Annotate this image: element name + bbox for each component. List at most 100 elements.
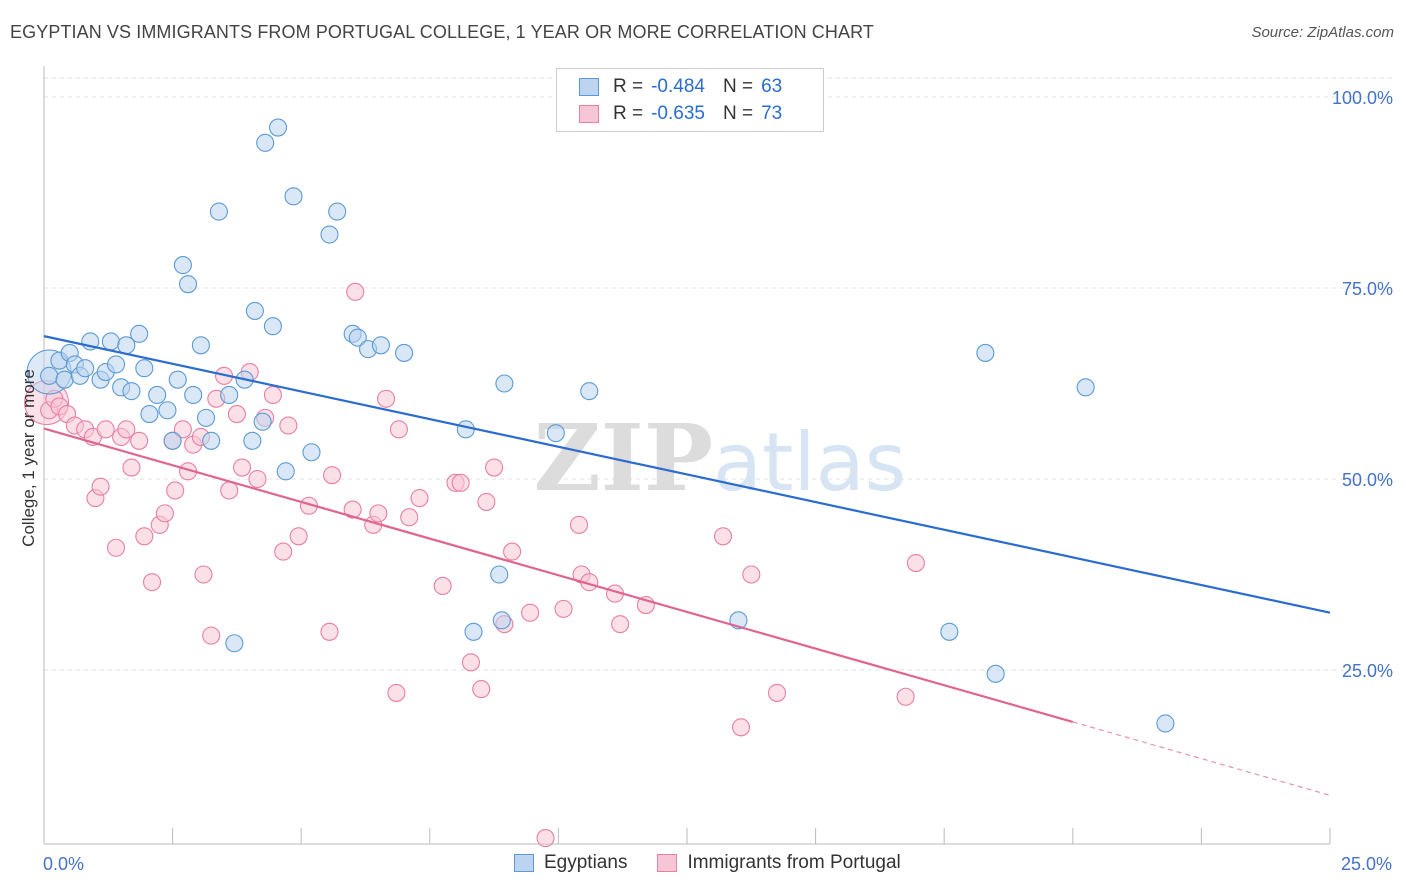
legend-item-egyptians[interactable]: Egyptians	[514, 852, 627, 874]
legend-n-value: 73	[761, 103, 783, 124]
egyptians-point	[184, 385, 203, 405]
portugal-point	[142, 573, 162, 592]
egyptians-point	[148, 385, 167, 405]
axes	[43, 66, 1331, 845]
egyptians-point	[163, 431, 182, 450]
portugal-point	[503, 542, 522, 561]
y-tick-label: 25.0%	[1342, 661, 1393, 681]
egyptians-point	[986, 664, 1005, 683]
portugal-point	[477, 492, 496, 511]
legend-n-label: N =	[722, 76, 754, 97]
chart-title: EGYPTIAN VS IMMIGRANTS FROM PORTUGAL COL…	[10, 22, 874, 42]
portugal-point	[410, 489, 429, 508]
portugal-point	[232, 458, 252, 477]
egyptians-point	[243, 431, 262, 450]
egyptians-point	[202, 431, 221, 450]
egyptians-point	[320, 225, 339, 244]
egyptians-point	[492, 611, 511, 630]
watermark: ZIPatlas	[534, 404, 907, 512]
portugal-point	[377, 389, 396, 408]
legend-r-value: -0.484	[651, 76, 705, 97]
x-tick-label-min: 0.0%	[43, 854, 84, 874]
egyptians-point	[209, 202, 228, 221]
egyptians-point	[263, 317, 282, 336]
portugal-point	[122, 458, 141, 477]
portugal-point	[91, 477, 110, 496]
legend-item-portugal[interactable]: Immigrants from Portugal	[657, 852, 901, 874]
portugal-point	[343, 500, 362, 519]
egyptians-point	[348, 328, 367, 347]
portugal-point	[742, 565, 761, 584]
y-tick-labels: 25.0% 50.0% 75.0% 100.0%	[1332, 88, 1393, 681]
portugal-point	[279, 416, 298, 435]
egyptians-point	[546, 424, 565, 443]
series-egyptians-points	[26, 118, 1175, 733]
egyptians-point	[225, 634, 244, 653]
egyptians-point	[976, 343, 995, 362]
egyptians-point	[140, 405, 159, 424]
portugal-point	[135, 527, 154, 546]
portugal-point	[896, 687, 915, 706]
legend-label-portugal: Immigrants from Portugal	[687, 852, 901, 873]
legend-n-label: N =	[722, 103, 754, 124]
portugal-point	[554, 599, 573, 618]
y-tick-label: 100.0%	[1332, 88, 1393, 108]
x-tick-label-max: 25.0%	[1341, 854, 1392, 874]
portugal-point	[263, 385, 282, 405]
egyptians-trend-line	[43, 335, 1331, 614]
legend-r-label: R =	[613, 103, 644, 124]
egyptians-point	[220, 385, 239, 405]
egyptians-point	[495, 374, 514, 393]
egyptians-point	[269, 118, 288, 137]
portugal-point	[387, 683, 406, 702]
egyptians-point	[256, 133, 275, 152]
egyptians-point	[276, 462, 295, 481]
portugal-point	[323, 466, 342, 485]
legend-r-value: -0.635	[651, 103, 705, 124]
portugal-point	[194, 565, 213, 584]
egyptians-point	[490, 565, 509, 584]
egyptians-point	[76, 359, 95, 378]
series-legend: Egyptians Immigrants from Portugal	[514, 852, 931, 874]
y-axis-label: College, 1 year or more	[19, 369, 38, 547]
portugal-point	[485, 458, 504, 477]
egyptians-point	[456, 420, 475, 439]
portugal-point	[346, 282, 365, 301]
portugal-point	[220, 481, 239, 500]
egyptians-point	[168, 370, 187, 389]
egyptians-point	[328, 202, 347, 221]
egyptians-point	[130, 324, 149, 343]
egyptians-point	[371, 336, 390, 355]
legend-row-portugal: R = -0.635 N = 73	[579, 101, 782, 127]
portugal-point	[521, 603, 540, 622]
egyptians-point	[106, 355, 126, 374]
watermark-atlas: atlas	[713, 416, 906, 509]
y-tick-label: 75.0%	[1342, 279, 1393, 299]
portugal-point	[274, 542, 293, 561]
trend-lines	[43, 335, 1331, 796]
portugal-point	[472, 680, 491, 699]
egyptians-point	[135, 359, 154, 378]
egyptians-point	[253, 412, 272, 431]
portugal-point	[117, 420, 136, 439]
portugal-point	[166, 481, 185, 500]
portugal-point	[96, 420, 115, 439]
egyptians-point	[158, 401, 177, 420]
portugal-point	[400, 508, 419, 527]
portugal-point	[433, 576, 452, 596]
legend-row-egyptians: R = -0.484 N = 63	[579, 74, 782, 100]
portugal-point	[106, 538, 126, 557]
egyptians-point	[55, 370, 74, 389]
series-portugal-points	[24, 282, 925, 848]
egyptians-point	[580, 382, 599, 401]
y-tick-label: 50.0%	[1342, 470, 1393, 490]
portugal-point	[569, 515, 589, 534]
portugal-point	[227, 405, 246, 424]
portugal-point	[202, 626, 221, 645]
egyptians-point	[122, 382, 141, 401]
portugal-point	[389, 420, 408, 439]
legend-swatch-pink	[579, 105, 599, 123]
portugal-point	[731, 718, 751, 737]
egyptians-point	[196, 408, 216, 427]
